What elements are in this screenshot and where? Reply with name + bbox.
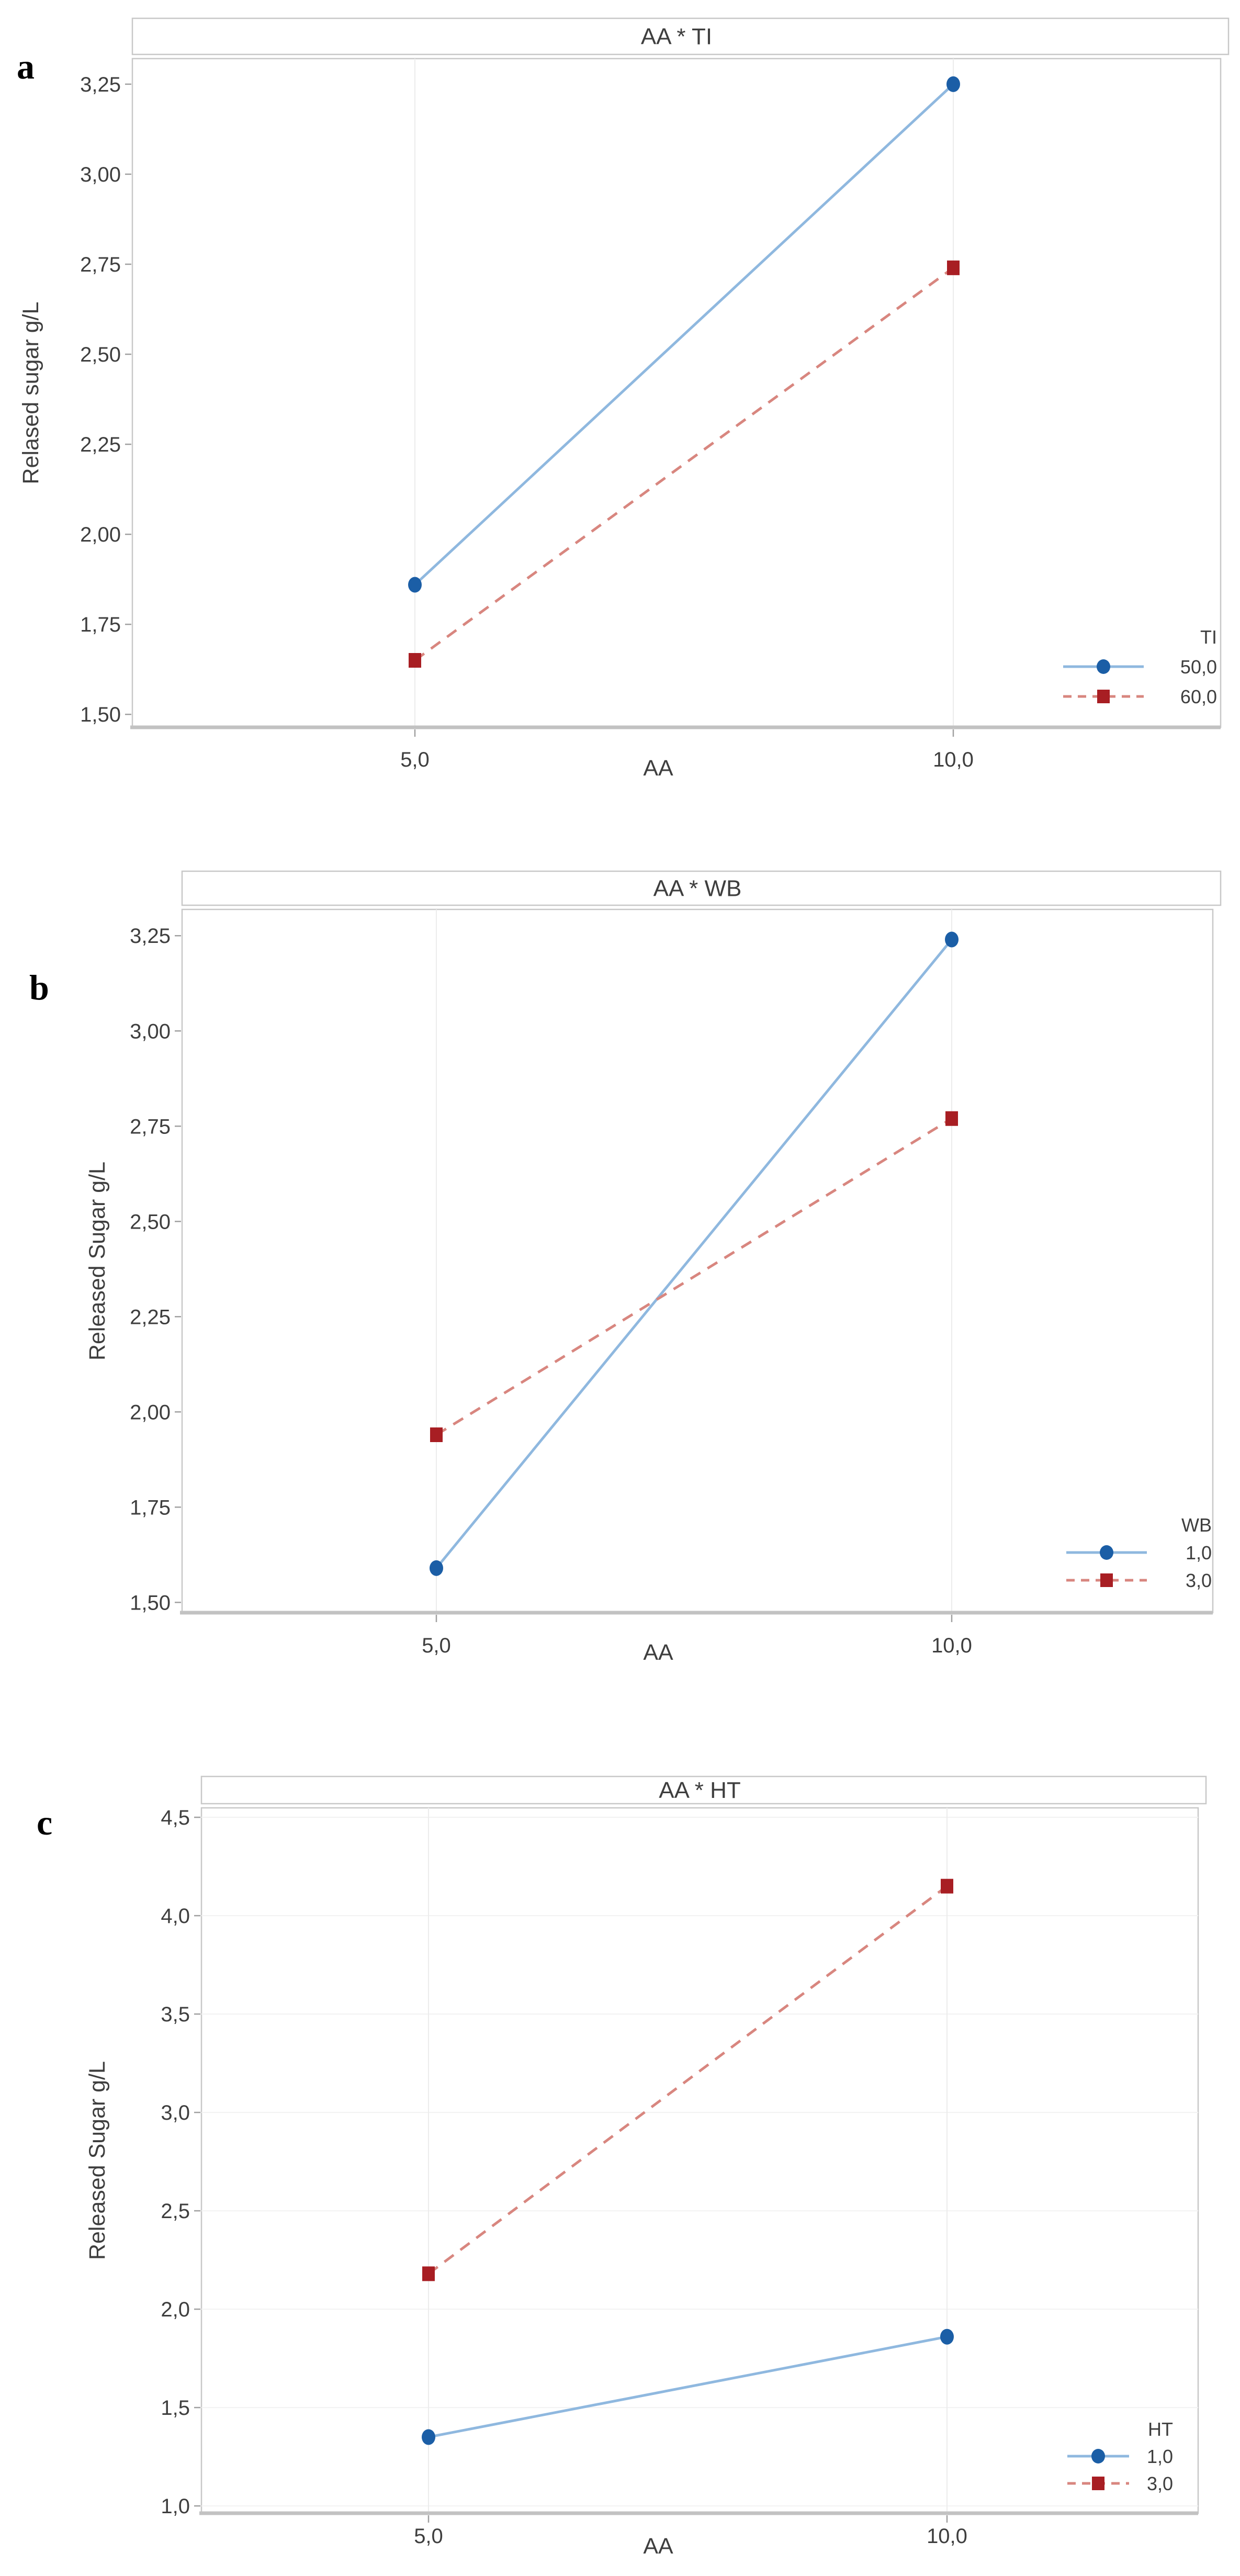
y-tick-label: 1,50: [130, 1591, 171, 1614]
series-line-3,0: [435, 1117, 953, 1436]
y-tick-label: 1,75: [130, 1496, 171, 1519]
y-tick-label: 1,5: [161, 2397, 190, 2420]
plot-area: [200, 1807, 1199, 2514]
y-tick-label: 3,5: [161, 2003, 190, 2026]
x-tick-label: 5,0: [422, 1634, 451, 1657]
x-tick-label: 10,0: [933, 748, 974, 771]
legend-entry-label: 3,0: [1147, 2473, 1173, 2494]
y-tick-label: 2,00: [80, 523, 121, 546]
legend-marker-circle: [1091, 2449, 1105, 2463]
y-tick-label: 1,75: [80, 613, 121, 636]
series-line-1,0: [428, 2335, 948, 2438]
legend-entry-label: 1,0: [1186, 1542, 1212, 1563]
y-tick-label: 2,00: [130, 1401, 171, 1424]
y-tick-label: 4,0: [161, 1905, 190, 1928]
title-band: [200, 1775, 1207, 1805]
legend-header: TI: [1200, 626, 1217, 648]
y-tick-label: 2,0: [161, 2298, 190, 2321]
legend-entry-label: 1,0: [1147, 2446, 1173, 2467]
y-tick-label: 2,25: [130, 1306, 171, 1329]
y-axis-title: Relased sugar g/L: [18, 302, 43, 485]
chart-title: AA * WB: [653, 876, 742, 902]
series-line-3,0: [427, 1885, 948, 2275]
x-axis-title: AA: [643, 2534, 673, 2559]
y-tick-label: 3,00: [80, 163, 121, 186]
y-axis-title: Released Sugar g/L: [85, 2061, 110, 2260]
panel-letter-a: a: [17, 47, 35, 86]
data-point-square: [430, 1427, 443, 1442]
legend-marker-circle: [1097, 659, 1110, 674]
legend-marker-square: [1092, 2477, 1104, 2490]
chart-title: AA * HT: [659, 1778, 741, 1803]
data-point-square: [941, 1878, 953, 1894]
y-tick-label: 2,50: [80, 343, 121, 366]
title-band: [131, 17, 1230, 55]
plot-area: [131, 58, 1222, 728]
legend-marker-square: [1100, 1573, 1113, 1587]
y-tick-label: 2,5: [161, 2200, 190, 2223]
data-point-square: [945, 1111, 958, 1126]
series-line-50,0: [414, 83, 954, 586]
y-tick-label: 3,25: [130, 925, 171, 948]
x-tick-label: 5,0: [400, 748, 430, 771]
panel-letter-b: b: [29, 968, 49, 1007]
x-tick-label: 10,0: [927, 2525, 967, 2548]
y-tick-label: 2,75: [80, 253, 121, 276]
data-point-circle: [940, 2328, 954, 2345]
data-point-circle: [946, 76, 960, 92]
x-tick-label: 5,0: [414, 2525, 443, 2548]
series-line-1,0: [435, 938, 953, 1569]
title-band: [181, 870, 1222, 906]
y-tick-label: 2,75: [130, 1115, 171, 1138]
data-point-square: [947, 260, 960, 275]
legend-header: WB: [1181, 1514, 1212, 1536]
panel-letter-c: c: [37, 1803, 52, 1842]
y-tick-label: 2,25: [80, 433, 121, 456]
legend-header: HT: [1148, 2418, 1173, 2440]
data-point-square: [422, 2266, 435, 2281]
chart-title: AA * TI: [641, 24, 712, 50]
y-tick-label: 2,50: [130, 1210, 171, 1233]
y-axis-title: Released Sugar g/L: [85, 1162, 110, 1360]
legend-entry-label: 60,0: [1180, 686, 1217, 707]
legend-marker-square: [1097, 690, 1110, 703]
y-tick-label: 4,5: [161, 1806, 190, 1829]
plot-area: [181, 908, 1214, 1614]
data-point-circle: [430, 1560, 443, 1576]
data-point-circle: [408, 577, 422, 593]
x-axis-title: AA: [643, 756, 673, 781]
data-point-circle: [422, 2429, 435, 2445]
legend-marker-circle: [1100, 1545, 1113, 1560]
y-tick-label: 1,50: [80, 703, 121, 726]
x-tick-label: 10,0: [931, 1634, 972, 1657]
legend-entry-label: 3,0: [1186, 1570, 1212, 1591]
x-axis-title: AA: [643, 1640, 673, 1665]
data-point-square: [409, 653, 421, 668]
y-tick-label: 3,0: [161, 2101, 190, 2124]
y-tick-label: 3,00: [130, 1020, 171, 1043]
y-tick-label: 3,25: [80, 73, 121, 96]
y-tick-label: 1,0: [161, 2495, 190, 2518]
data-point-circle: [945, 931, 959, 948]
legend-entry-label: 50,0: [1180, 656, 1217, 678]
